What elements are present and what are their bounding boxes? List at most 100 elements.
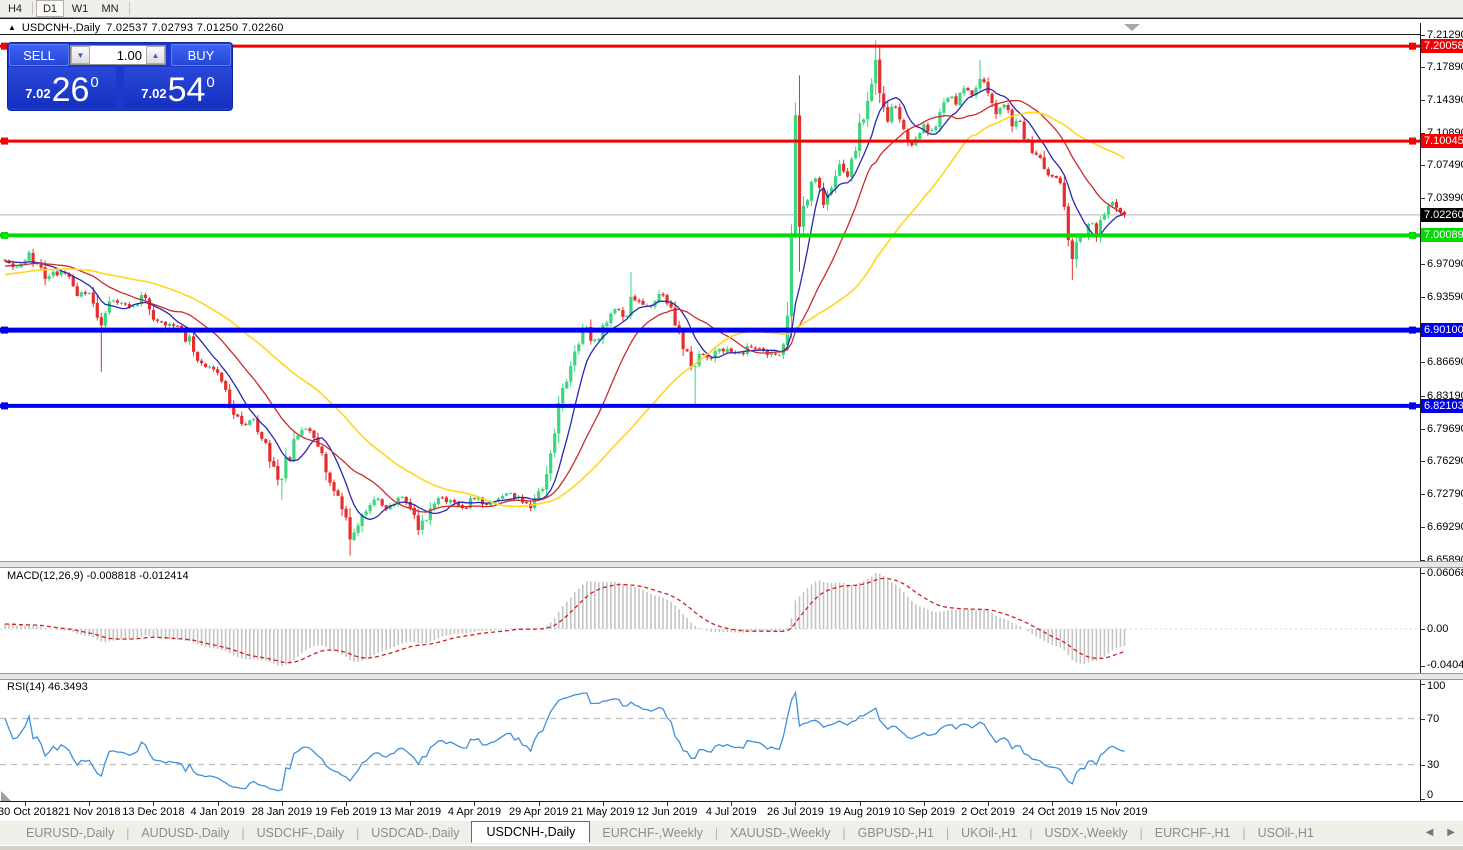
timeframe-button-mn[interactable]: MN xyxy=(101,2,119,15)
chart-tab-bar: EURUSD-,Daily | AUDUSD-,Daily | USDCHF-,Dail… xyxy=(0,819,1463,845)
price-axis-label: 6.86690 xyxy=(1427,356,1463,369)
candles-layer xyxy=(0,40,1420,556)
price-axis-label: 7.21290 xyxy=(1427,28,1463,41)
price-badge-7.10045: 7.10045 xyxy=(1421,134,1463,149)
date-axis-label: 24 Oct 2019 xyxy=(1022,806,1083,818)
price-tick xyxy=(1421,428,1425,430)
macd-signal-line xyxy=(4,577,1125,664)
chart-tab-usdcad-daily[interactable]: USDCAD-,Daily xyxy=(371,825,460,840)
price-tick xyxy=(1421,460,1425,462)
date-axis-label: 26 Jul 2019 xyxy=(767,806,824,818)
chart-tab-eurusd-daily[interactable]: EURUSD-,Daily xyxy=(26,825,115,840)
rsi-scale-tick xyxy=(1421,684,1425,685)
timeframe-button-h4[interactable]: H4 xyxy=(7,2,23,15)
timeframe-button-w1[interactable]: W1 xyxy=(71,2,89,15)
tab-separator: | xyxy=(1029,825,1033,840)
chart-tab-gbpusd-h1[interactable]: GBPUSD-,H1 xyxy=(857,825,935,840)
date-tick xyxy=(667,802,669,806)
date-axis-label: 4 Jul 2019 xyxy=(705,806,757,818)
price-axis-label: 7.17890 xyxy=(1427,60,1463,73)
rsi-scale-label: 70 xyxy=(1427,712,1440,725)
macd-scale-tick xyxy=(1421,629,1425,630)
price-axis-label: 7.07490 xyxy=(1427,159,1463,172)
sell-price-display[interactable]: 7.02 26 0 xyxy=(8,67,116,108)
volume-increase-button[interactable]: ▲ xyxy=(146,46,165,64)
tabs-scroll-right-icon[interactable]: ▶ xyxy=(1447,827,1455,838)
volume-stepper: ▼ 1.00 ▲ xyxy=(70,45,166,65)
rsi-pane-divider[interactable] xyxy=(0,673,1463,680)
price-tick xyxy=(1421,165,1425,167)
date-tick xyxy=(281,802,283,806)
tabs-scroll-left-icon[interactable]: ◀ xyxy=(1425,827,1434,838)
price-tick xyxy=(1421,198,1425,200)
chart-ohlc-values: 7.02537 7.02793 7.01250 7.02260 xyxy=(106,21,284,34)
chart-symbol-label: USDCNH-,Daily xyxy=(21,21,101,34)
tab-separator: | xyxy=(241,825,245,840)
tab-separator: | xyxy=(356,825,360,840)
price-badge-6.82103: 6.82103 xyxy=(1421,398,1463,413)
date-axis-label: 13 Dec 2018 xyxy=(122,806,185,818)
price-tick xyxy=(1421,527,1425,529)
rsi-scale-label: 0 xyxy=(1427,789,1434,801)
price-tick xyxy=(1421,559,1425,561)
date-tick xyxy=(217,802,219,806)
chart-tab-ukoil-h1[interactable]: UKOil-,H1 xyxy=(961,825,1018,840)
chart-tab-usdcnh-daily[interactable]: USDCNH-,Daily xyxy=(471,820,591,843)
chart-tab-audusd-daily[interactable]: AUDUSD-,Daily xyxy=(141,825,230,840)
chart-tab-eurchf-h1[interactable]: EURCHF-,H1 xyxy=(1154,825,1231,840)
chart-tab-usoil-h1[interactable]: USOil-,H1 xyxy=(1257,825,1314,840)
date-axis[interactable]: 30 Oct 2018 21 Nov 2018 13 Dec 2018 4 Jan 2… xyxy=(0,801,1463,821)
date-axis-label: 12 Jun 2019 xyxy=(636,806,698,818)
date-axis-label: 21 Nov 2018 xyxy=(58,806,121,818)
chart-shift-marker-icon[interactable] xyxy=(1124,24,1140,31)
chart-tab-usdx-weekly[interactable]: USDX-,Weekly xyxy=(1044,825,1128,840)
chart-tab-xauusd-weekly[interactable]: XAUUSD-,Weekly xyxy=(730,825,831,840)
price-badge-7.02260: 7.02260 xyxy=(1421,207,1463,222)
sell-price-small: 7.02 xyxy=(25,86,51,101)
chart-tab-usdchf-daily[interactable]: USDCHF-,Daily xyxy=(256,825,345,840)
macd-layer xyxy=(0,573,1420,667)
price-tick xyxy=(1421,297,1425,298)
buy-button[interactable]: BUY xyxy=(171,44,231,66)
chart-window: ▲ USDCNH-,Daily 7.02537 7.02793 7.01250 … xyxy=(0,18,1463,821)
price-axis-label: 7.03990 xyxy=(1427,192,1463,205)
sell-price-big: 26 xyxy=(51,71,90,109)
buy-price-display[interactable]: 7.02 54 0 xyxy=(124,67,232,108)
price-axis[interactable]: 7.21290 7.17890 7.14390 7.10890 7.07490 7.039… xyxy=(1421,23,1463,805)
price-tick xyxy=(1421,34,1425,36)
price-tick xyxy=(1421,66,1425,68)
buy-price-sup: 0 xyxy=(206,74,215,91)
volume-value[interactable]: 1.00 xyxy=(116,47,142,63)
rsi-scale-label: 100 xyxy=(1427,680,1446,692)
price-tick xyxy=(1421,362,1425,364)
macd-scale-tick xyxy=(1421,573,1425,575)
date-tick xyxy=(1052,802,1054,806)
collapse-triangle-icon[interactable]: ▲ xyxy=(8,23,16,32)
sell-price-sup: 0 xyxy=(90,74,99,91)
date-tick xyxy=(602,802,604,806)
date-tick xyxy=(410,802,412,806)
date-tick xyxy=(474,802,476,806)
date-tick xyxy=(923,802,925,806)
price-badge-6.90100: 6.90100 xyxy=(1421,323,1463,338)
price-axis-label: 6.83190 xyxy=(1427,389,1463,402)
macd-pane-divider[interactable] xyxy=(0,561,1463,568)
date-tick xyxy=(1116,802,1118,806)
price-tick xyxy=(1421,395,1425,397)
rsi-scale-label: 30 xyxy=(1427,758,1440,771)
status-strip xyxy=(0,845,1463,850)
price-axis-label: 6.97090 xyxy=(1427,257,1463,270)
pane-resize-grip[interactable] xyxy=(1,791,11,801)
chart-tab-eurchf-weekly[interactable]: EURCHF-,Weekly xyxy=(602,825,703,840)
buy-price-small: 7.02 xyxy=(141,86,167,101)
ma-20-line xyxy=(4,99,1125,513)
date-axis-label: 10 Sep 2019 xyxy=(892,806,956,818)
date-tick xyxy=(731,802,733,806)
date-tick xyxy=(988,802,990,806)
timeframe-button-d1[interactable]: D1 xyxy=(36,0,64,17)
volume-decrease-button[interactable]: ▼ xyxy=(71,46,90,64)
sell-button[interactable]: SELL xyxy=(9,44,69,66)
macd-indicator-label: MACD(12,26,9) -0.008818 -0.012414 xyxy=(7,570,189,582)
date-axis-label: 13 Mar 2019 xyxy=(379,806,442,818)
